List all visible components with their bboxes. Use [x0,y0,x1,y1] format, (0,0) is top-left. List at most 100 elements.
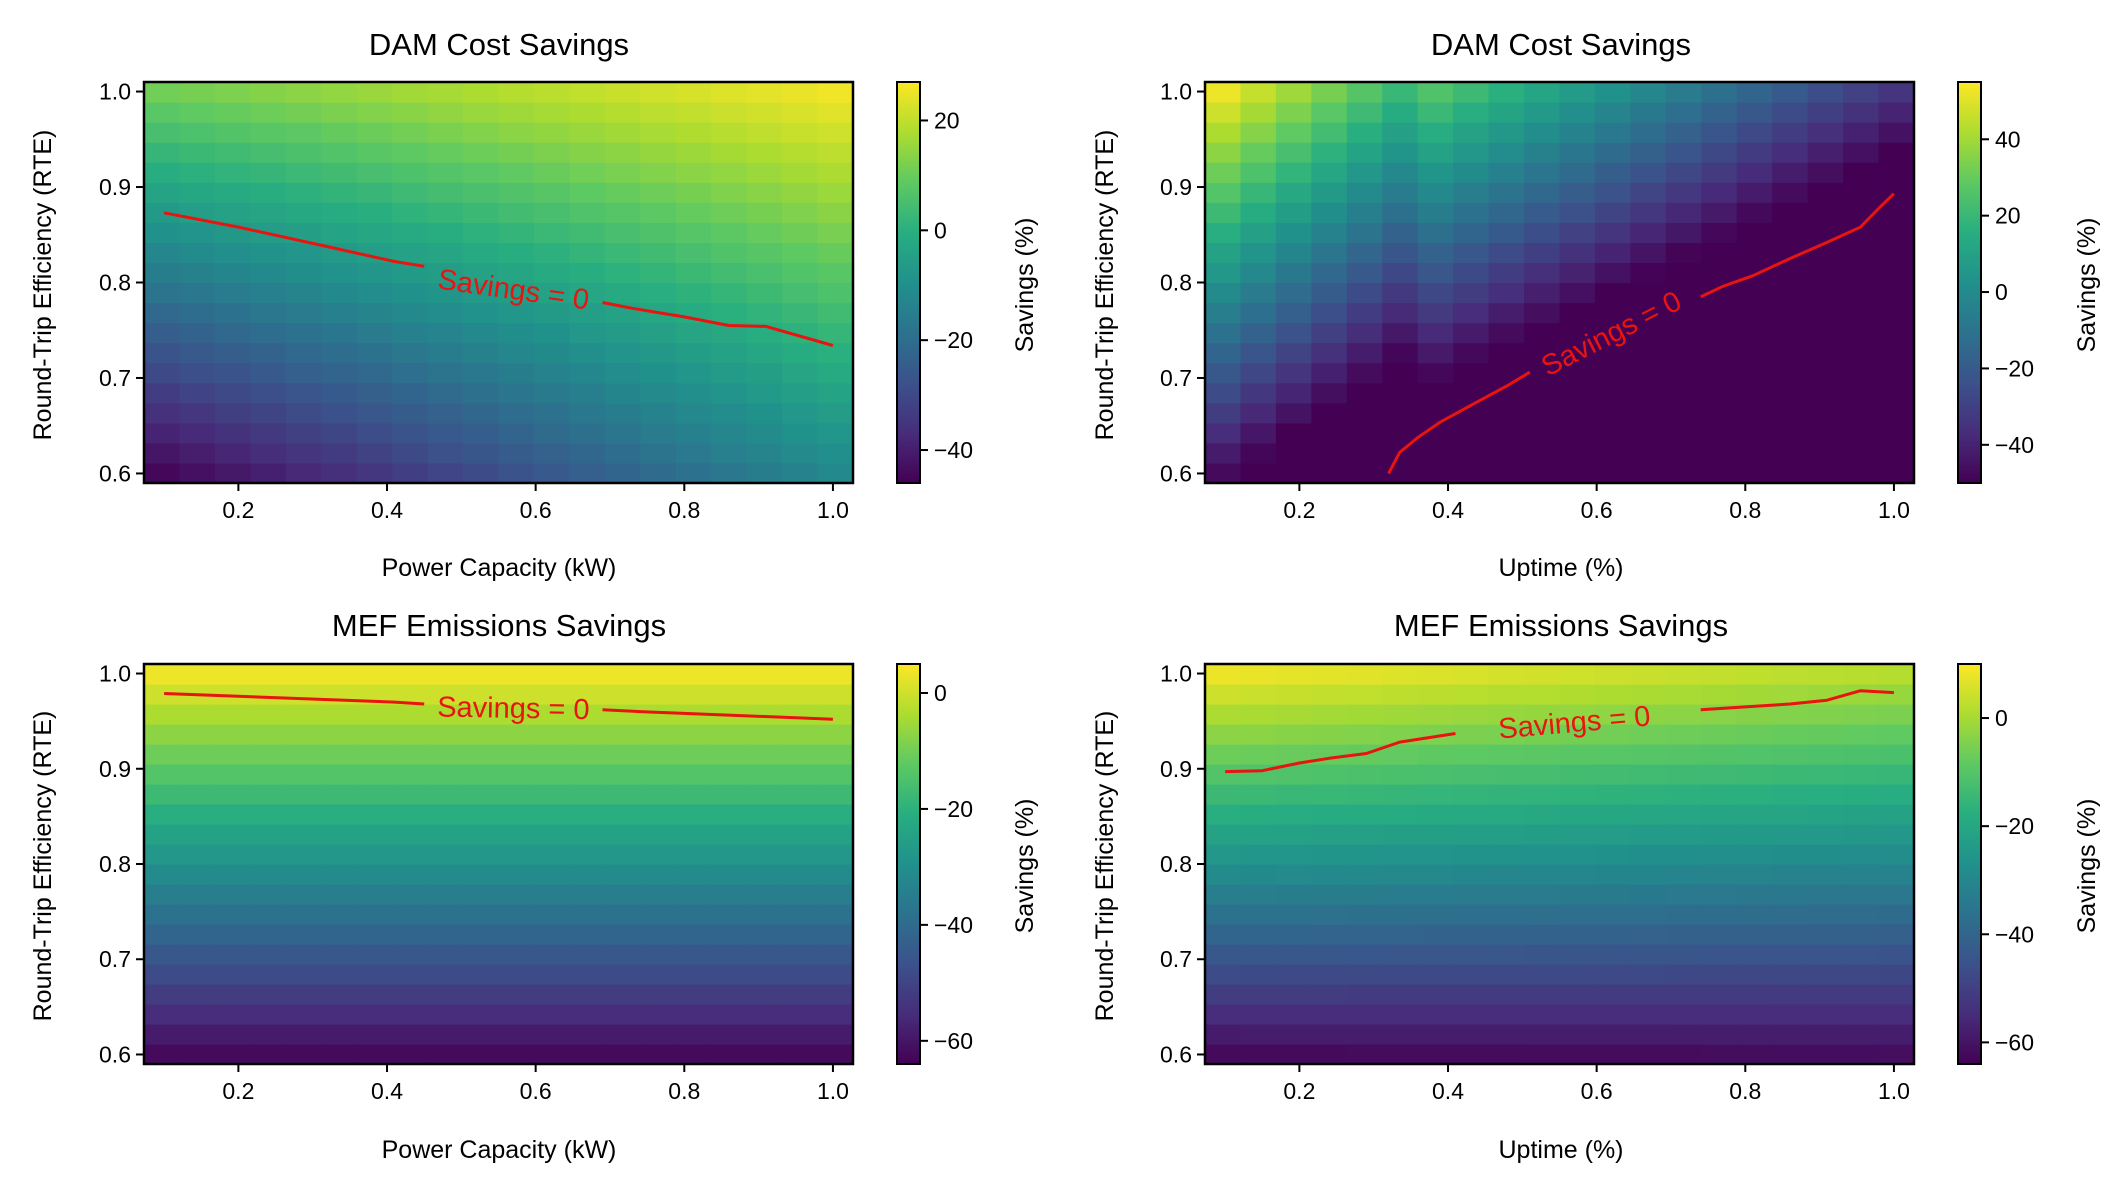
heatmap-cell [817,222,854,243]
heatmap-cell [640,764,677,785]
heatmap-cell [498,462,535,484]
heatmap-cell [711,724,748,745]
heatmap-cell [1772,102,1809,123]
x-axis-label: Uptime (%) [1498,1136,1623,1164]
y-tick-label: 0.6 [99,1041,131,1067]
heatmap-cell [1382,864,1419,885]
heatmap-cell [1488,262,1525,284]
heatmap-cell [1275,1044,1312,1065]
heatmap-cell [1205,944,1242,965]
heatmap-cell [285,222,322,243]
heatmap-cell [1417,402,1454,424]
heatmap-cell [1453,262,1490,284]
heatmap-cell [569,904,606,925]
y-axis-ticks: 0.60.70.80.91.0 [1160,661,1205,1067]
heatmap-cell [640,202,677,223]
heatmap-cell [1488,764,1525,785]
y-tick-label: 1.0 [1160,661,1192,687]
y-tick-label: 0.9 [1160,756,1192,782]
heatmap-cell [1878,904,1915,925]
heatmap-cell [1559,142,1596,163]
heatmap-cell [1417,924,1454,945]
heatmap-cell [285,984,322,1005]
heatmap-cell [1453,242,1490,264]
heatmap-cell [1630,984,1667,1005]
heatmap-cell [1701,222,1738,243]
heatmap-cell [569,282,606,304]
heatmap-cell [250,724,287,745]
heatmap-cell [1878,824,1915,845]
heatmap-cell [569,864,606,885]
heatmap-cell [782,984,819,1005]
heatmap-cell [533,322,570,344]
heatmap-cell [1843,462,1880,484]
colorbar-tick-label: 0 [1995,705,2008,731]
heatmap-cell [1559,222,1596,243]
heatmap-cell [1807,744,1844,765]
heatmap-cell [1630,664,1667,685]
heatmap-cell [498,202,535,223]
heatmap-cell [144,302,181,324]
heatmap-cell [1843,944,1880,965]
heatmap-cell [250,442,287,464]
heatmap-cell [569,684,606,705]
heatmap-cell [711,122,748,143]
heatmap-cell [285,804,322,825]
heatmap-cell [250,182,287,203]
heatmap-cell [1382,222,1419,243]
heatmap-cell [144,1004,181,1025]
heatmap-cell [640,924,677,945]
panel-title: MEF Emissions Savings [1394,608,1728,643]
heatmap [144,82,854,484]
heatmap-cell [1559,182,1596,203]
heatmap-cell [1275,302,1312,324]
heatmap-cell [1488,784,1525,805]
heatmap-cell [1594,944,1631,965]
heatmap-cell [1843,362,1880,384]
heatmap-cell [144,844,181,865]
heatmap-cell [179,82,216,103]
heatmap-cell [250,884,287,905]
heatmap-cell [1701,664,1738,685]
heatmap-cell [250,844,287,865]
heatmap-cell [1488,342,1525,364]
heatmap-cell [179,704,216,725]
heatmap-cell [321,784,358,805]
heatmap-cell [463,302,500,324]
heatmap-cell [1382,382,1419,404]
heatmap-cell [1878,804,1915,825]
colorbar-ticks: 0−20−40−60 [920,680,973,1054]
heatmap-cell [1843,864,1880,885]
heatmap-cell [640,1024,677,1045]
heatmap-cell [782,884,819,905]
heatmap-cell [640,724,677,745]
heatmap-cell [1772,764,1809,785]
heatmap-cell [1311,704,1348,725]
heatmap-cell [463,764,500,785]
heatmap-cell [1346,864,1383,885]
heatmap-cell [782,162,819,183]
heatmap-cell [782,82,819,103]
heatmap-cell [533,824,570,845]
heatmap-cell [1488,442,1525,464]
heatmap-cell [711,142,748,163]
heatmap-cell [1382,242,1419,264]
heatmap-cell [463,282,500,304]
heatmap-cell [1453,202,1490,223]
heatmap-cell [1630,884,1667,905]
x-tick-label: 0.8 [1729,1078,1761,1104]
heatmap-cell [1311,904,1348,925]
heatmap-cell [321,322,358,344]
heatmap-cell [1807,122,1844,143]
heatmap-cell [1382,462,1419,484]
heatmap-cell [285,944,322,965]
heatmap-cell [321,704,358,725]
heatmap-cell [1346,964,1383,985]
heatmap-cell [711,282,748,304]
heatmap-cell [1594,1044,1631,1065]
heatmap-cell [1807,1004,1844,1025]
x-axis-ticks: 0.2 0.4 0.6 0.8 1.0 [1283,483,1910,523]
heatmap-cell [569,102,606,123]
heatmap-cell [640,422,677,444]
heatmap-cell [604,864,641,885]
